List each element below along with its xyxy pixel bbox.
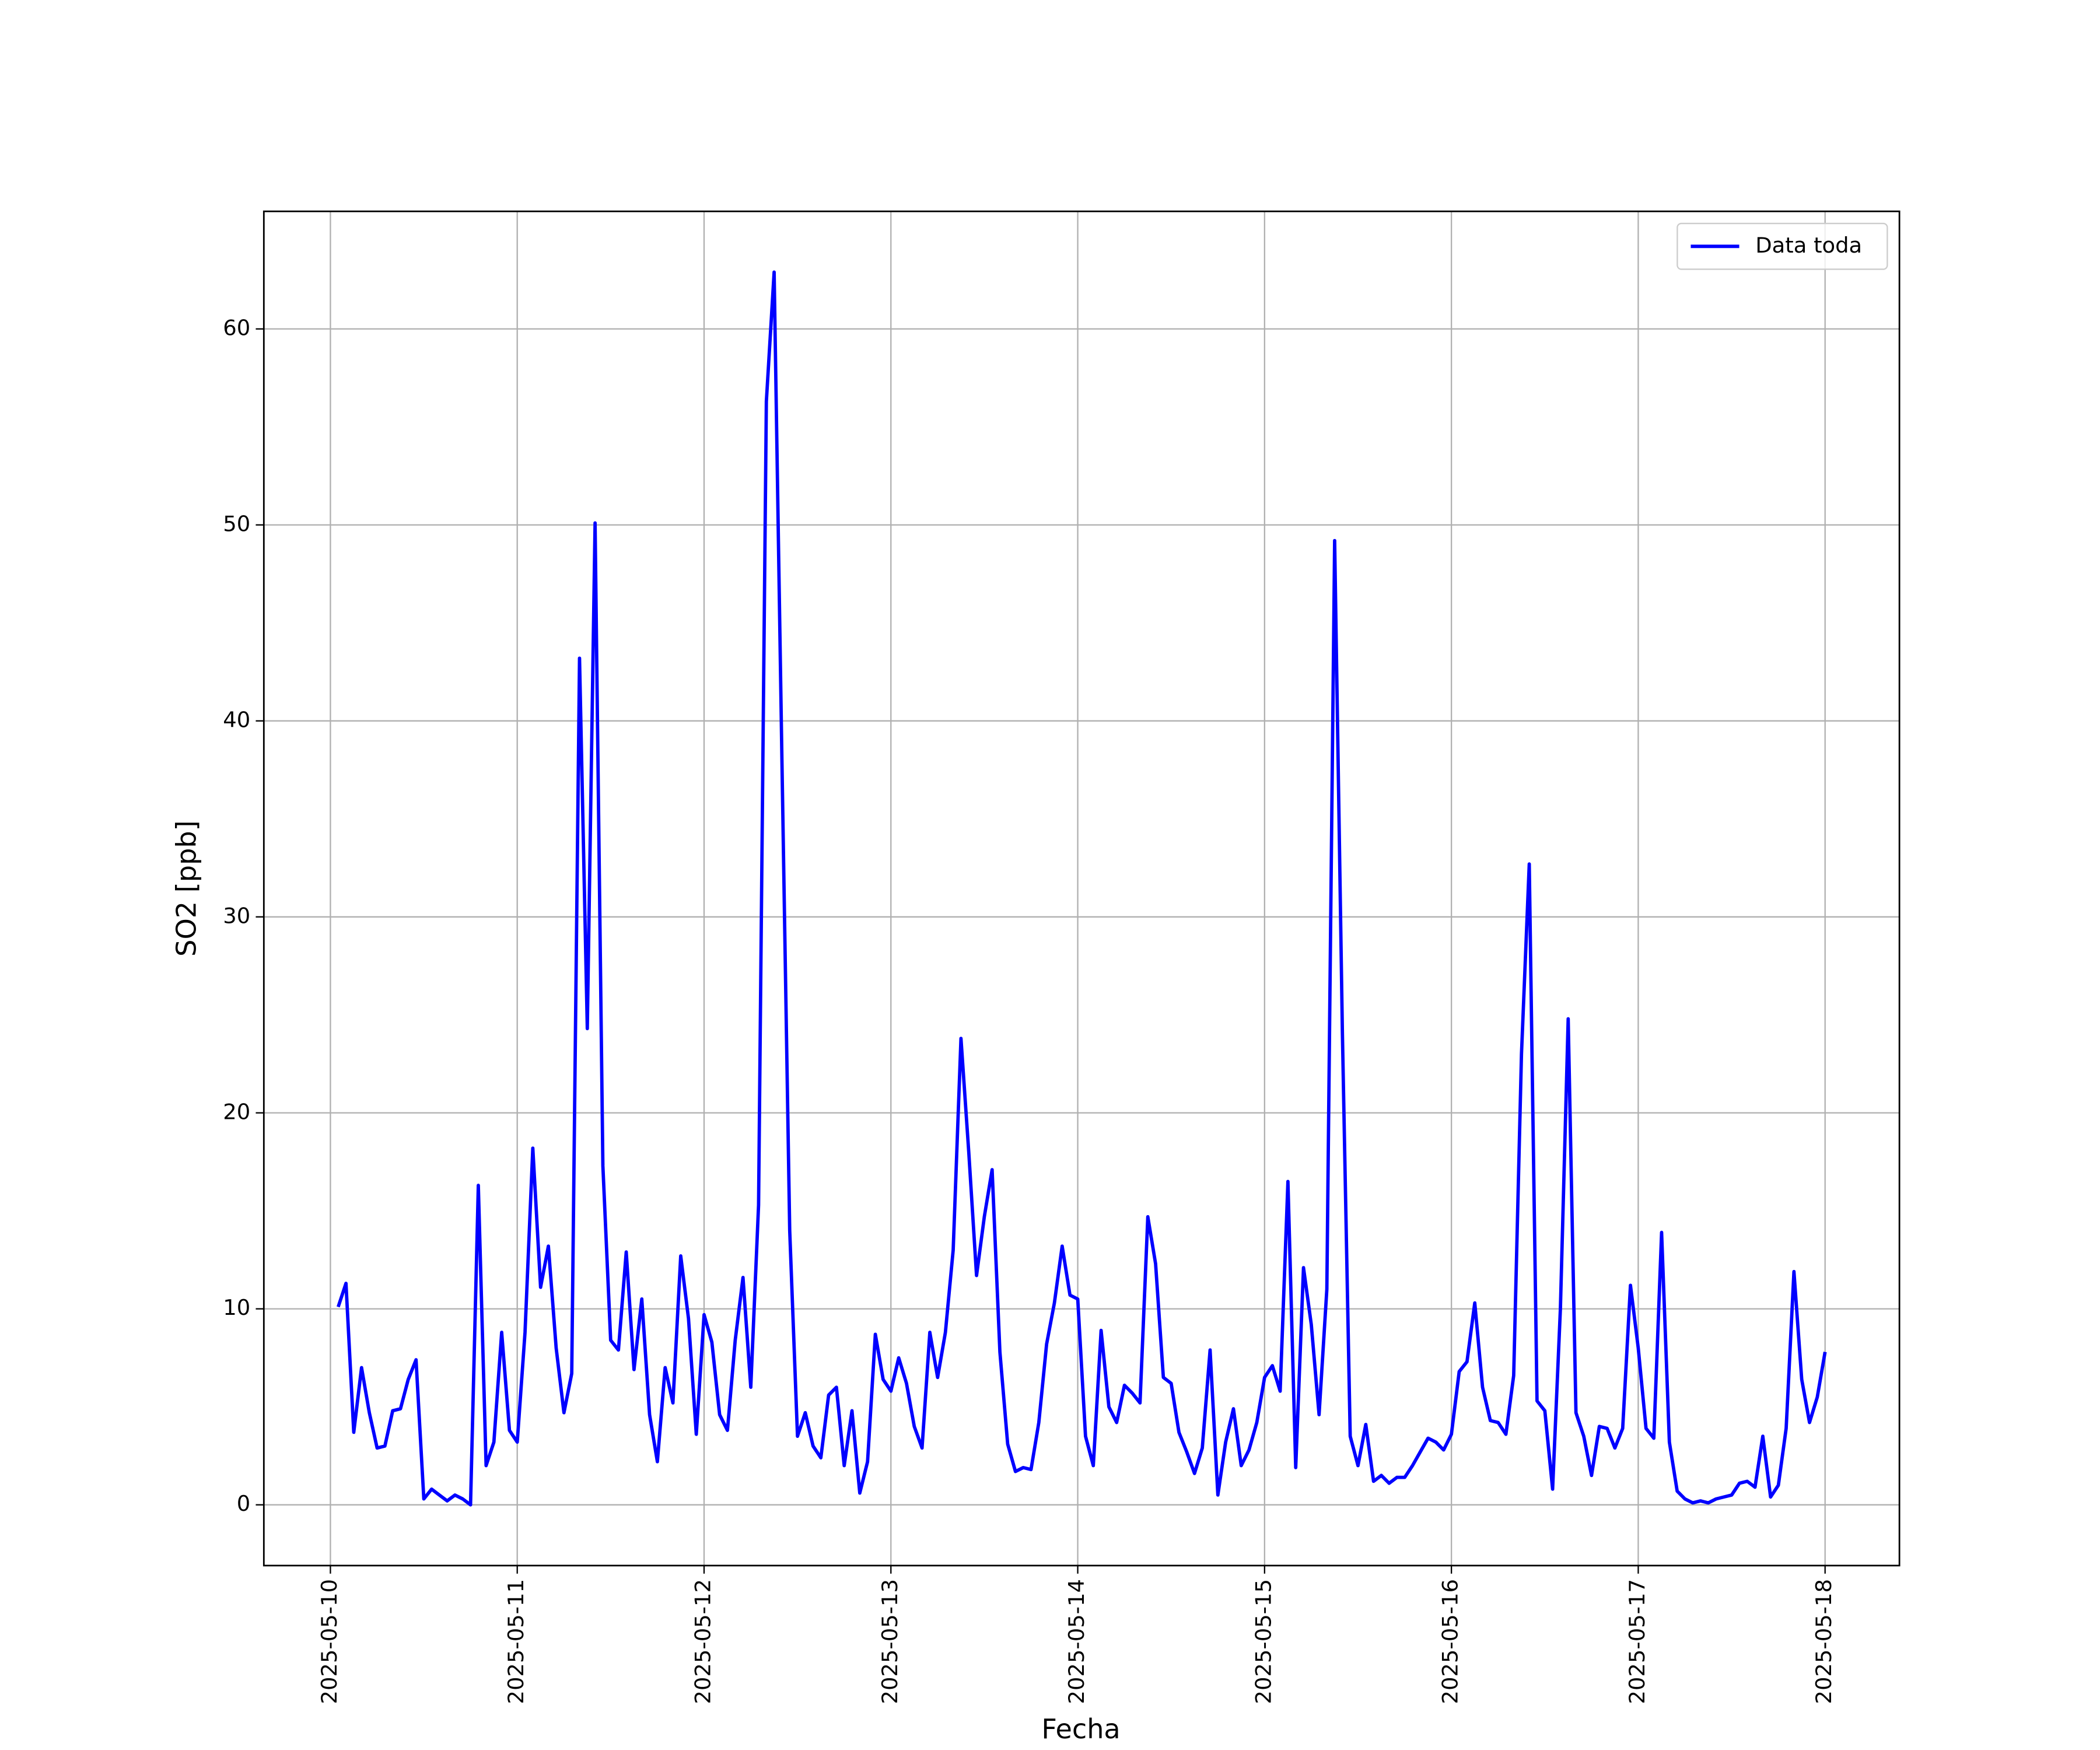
- y-tick-label: 50: [223, 511, 250, 536]
- legend-label: Data toda: [1755, 233, 1862, 258]
- x-tick-label: 2025-05-13: [877, 1579, 902, 1704]
- plot-frame: [262, 210, 1901, 1567]
- y-tick-label: 40: [223, 707, 250, 732]
- x-tick-label: 2025-05-10: [317, 1579, 342, 1704]
- x-axis-label: Fecha: [1041, 1713, 1120, 1745]
- x-tick-label: 2025-05-18: [1811, 1579, 1836, 1704]
- x-tick-label: 2025-05-15: [1251, 1579, 1276, 1704]
- x-tick-label: 2025-05-16: [1438, 1579, 1463, 1704]
- legend-box: [1676, 222, 1888, 270]
- y-tick-label: 20: [223, 1099, 250, 1124]
- y-axis-label: SO2 [ppb]: [171, 820, 202, 957]
- x-tick-label: 2025-05-17: [1625, 1579, 1650, 1704]
- y-tick-label: 60: [223, 315, 250, 340]
- y-tick-label: 10: [223, 1295, 250, 1320]
- x-tick-label: 2025-05-12: [690, 1579, 715, 1704]
- data-line: [337, 270, 1827, 1507]
- y-tick-label: 0: [237, 1491, 250, 1516]
- x-tick-label: 2025-05-14: [1064, 1579, 1089, 1704]
- x-tick-label: 2025-05-11: [503, 1579, 528, 1704]
- y-tick-label: 30: [223, 903, 250, 928]
